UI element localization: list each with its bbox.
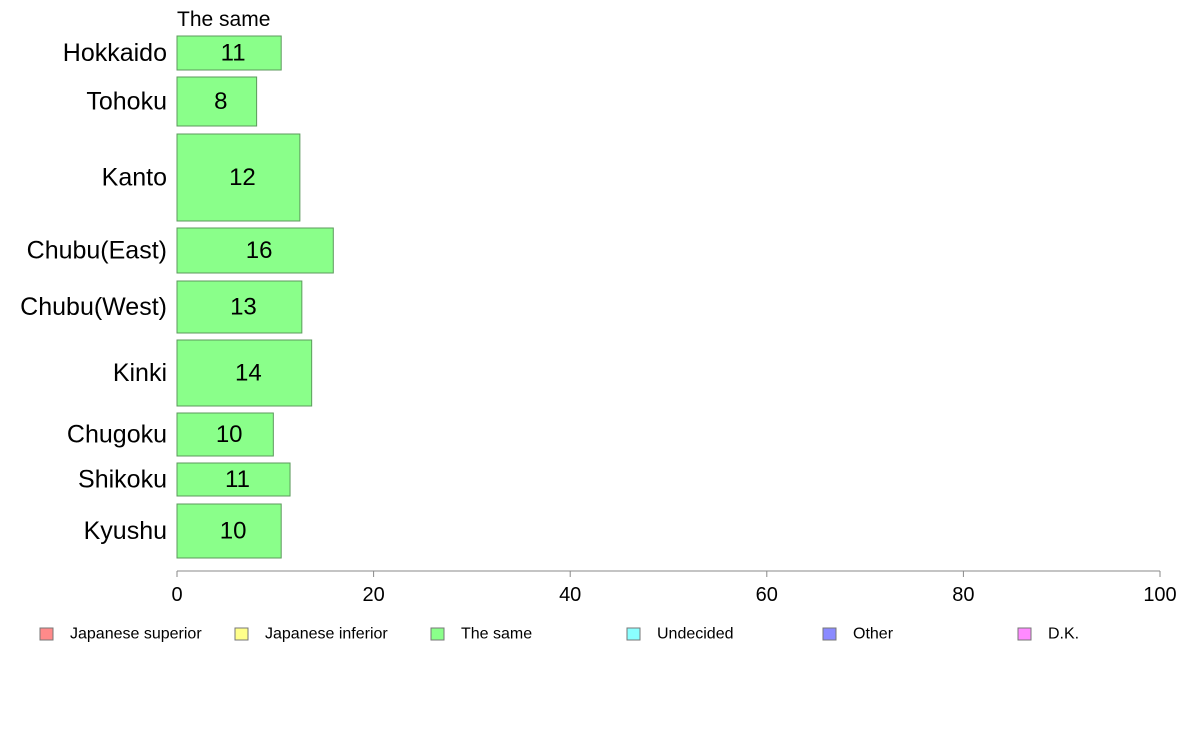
category-label: Kyushu [84, 517, 167, 545]
bar-segment [176, 227, 334, 274]
x-axis: 0 20 40 60 80 100 [171, 570, 1177, 606]
bar-segment [176, 35, 282, 71]
x-tick-label: 0 [171, 584, 182, 606]
legend-label: D.K. [1048, 626, 1079, 643]
bars-group: Hokkaido 11 Tohoku 8 Kanto 12 Chubu(East) 16 Chu… [20, 35, 334, 559]
bar-value-label: 8 [214, 88, 227, 115]
bar-segment [176, 503, 282, 559]
bar-value-label: 11 [221, 40, 246, 67]
bar-value-label: 14 [235, 360, 262, 387]
bar-value-label: 13 [230, 294, 257, 321]
bar-value-label: 12 [229, 164, 256, 191]
legend-swatch [822, 627, 837, 641]
bar-value-label: 11 [225, 466, 250, 493]
legend-label: Japanese superior [70, 626, 202, 643]
category-label: Hokkaido [63, 39, 167, 67]
category-label: Kanto [102, 164, 167, 192]
legend-swatch [430, 627, 445, 641]
x-tick-label: 60 [756, 584, 778, 606]
category-label: Kinki [113, 359, 167, 387]
legend: Japanese superior Japanese inferior The sa… [39, 626, 1079, 643]
bar-segment [176, 462, 291, 497]
bar-segment [176, 133, 301, 222]
bar-value-label: 10 [220, 518, 247, 545]
legend-label: The same [461, 626, 532, 643]
x-tick-label: 80 [952, 584, 974, 606]
category-label: Chugoku [67, 421, 167, 449]
legend-label: Undecided [657, 626, 734, 643]
bar-segment [176, 412, 274, 457]
legend-label: Other [853, 626, 894, 643]
legend-label: Japanese inferior [265, 626, 388, 643]
x-tick-label: 40 [559, 584, 581, 606]
legend-swatch [1017, 627, 1032, 641]
x-tick-label: 20 [362, 584, 384, 606]
category-label: Chubu(East) [27, 237, 167, 265]
bar-segment [176, 280, 303, 334]
bar-value-label: 16 [246, 237, 273, 264]
legend-swatch [39, 627, 54, 641]
bar-segment [176, 339, 313, 407]
category-label: Shikoku [78, 466, 167, 494]
x-tick-label: 100 [1143, 584, 1176, 606]
category-label: Tohoku [86, 88, 167, 116]
legend-swatch [234, 627, 249, 641]
bar-value-label: 10 [216, 421, 243, 448]
bar-segment [176, 76, 258, 127]
legend-swatch [626, 627, 641, 641]
panel-title: The same [177, 8, 270, 31]
category-label: Chubu(West) [20, 293, 167, 321]
